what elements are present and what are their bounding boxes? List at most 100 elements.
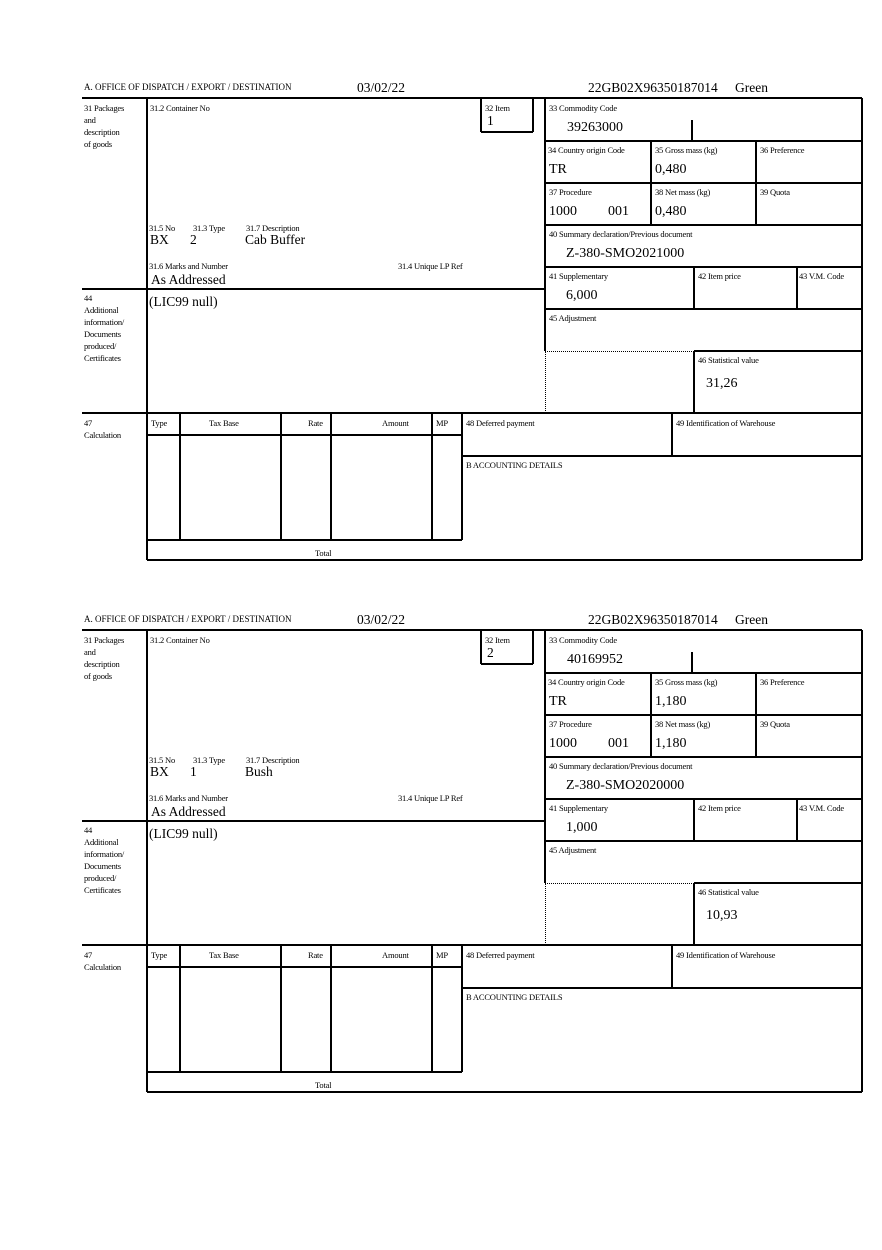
packages-label: of goods (84, 671, 112, 681)
summary-value: Z-380-SMO2021000 (566, 246, 685, 261)
statistical-value: 10,93 (706, 908, 738, 923)
deferred-payment-label: 48 Deferred payment (466, 418, 535, 428)
rule-line (545, 672, 862, 674)
accounting-label: B ACCOUNTING DETAILS (466, 992, 563, 1002)
deferred-payment-label: 48 Deferred payment (466, 950, 535, 960)
rule-line (693, 351, 695, 413)
additional-info-label: Additional (84, 305, 119, 315)
rule-line (671, 945, 673, 988)
calculation-label: 47 (84, 950, 93, 960)
rule-line (861, 630, 863, 1092)
item-number: 2 (487, 645, 494, 660)
route-status: Green (735, 80, 768, 95)
rule-line (691, 120, 693, 141)
additional-info-label: Certificates (84, 353, 121, 363)
dotted-rule (545, 883, 546, 945)
calc-column-header: Rate (308, 950, 323, 960)
packages-label: and (84, 647, 96, 657)
declaration-date: 03/02/22 (357, 80, 406, 95)
rule-line (480, 630, 482, 664)
package-kind: BX (150, 232, 169, 247)
rule-line (461, 945, 463, 1072)
packages-label: of goods (84, 139, 112, 149)
dotted-rule (545, 351, 546, 413)
net-mass-label: 38 Net mass (kg) (655, 187, 711, 197)
marks-label: 31.6 Marks and Number (149, 793, 228, 803)
item-block-2: A. OFFICE OF DISPATCH / EXPORT / DESTINA… (0, 532, 882, 1093)
rule-line (330, 945, 332, 1072)
office-heading: A. OFFICE OF DISPATCH / EXPORT / DESTINA… (84, 614, 292, 624)
statistical-label: 46 Statistical value (698, 355, 759, 365)
rule-line (462, 987, 862, 989)
total-label: Total (315, 548, 332, 558)
calc-column-header: Type (151, 950, 168, 960)
additional-info-label: Documents (84, 861, 121, 871)
marks-value: As Addressed (151, 804, 226, 819)
calc-column-header: Amount (382, 950, 409, 960)
rule-line (796, 267, 798, 309)
rule-line (147, 966, 462, 968)
rule-line (544, 98, 546, 351)
summary-label: 40 Summary declaration/Previous document (549, 761, 693, 771)
calculation-label: 47 (84, 418, 93, 428)
route-status: Green (735, 612, 768, 627)
supplementary-value: 6,000 (566, 288, 598, 303)
package-count: 2 (190, 232, 197, 247)
rule-line (694, 350, 862, 352)
rule-line (82, 629, 862, 631)
rule-line (280, 945, 282, 1072)
additional-info-label: 44 (84, 293, 93, 303)
additional-info-value: (LIC99 null) (149, 294, 218, 309)
procedure-label: 37 Procedure (549, 187, 592, 197)
item-label: 32 Item (485, 103, 510, 113)
additional-info-label: Documents (84, 329, 121, 339)
item-number: 1 (487, 113, 494, 128)
preference-label: 36 Preference (760, 677, 805, 687)
item-label: 32 Item (485, 635, 510, 645)
rule-line (545, 140, 862, 142)
gross-mass-label: 35 Gross mass (kg) (655, 677, 718, 687)
calc-column-header: MP (436, 418, 448, 428)
rule-line (532, 98, 534, 132)
rule-line (694, 882, 862, 884)
rule-line (650, 141, 652, 225)
statistical-value: 31,26 (706, 376, 738, 391)
item-price-label: 42 Item price (698, 803, 741, 813)
supplementary-label: 41 Supplementary (549, 271, 608, 281)
warehouse-label: 49 Identification of Warehouse (676, 418, 776, 428)
country-value: TR (549, 162, 567, 177)
net-mass-label: 38 Net mass (kg) (655, 719, 711, 729)
gross-mass-value: 0,480 (655, 162, 687, 177)
statistical-label: 46 Statistical value (698, 887, 759, 897)
commodity-label: 33 Commodity Code (549, 103, 617, 113)
additional-info-label: 44 (84, 825, 93, 835)
rule-line (545, 798, 862, 800)
calc-column-header: Amount (382, 418, 409, 428)
container-no-label: 31.2 Container No (150, 103, 210, 113)
calculation-label: Calculation (84, 962, 121, 972)
additional-info-label: information/ (84, 849, 125, 859)
country-value: TR (549, 694, 567, 709)
adjustment-label: 45 Adjustment (549, 313, 597, 323)
net-mass-value: 1,180 (655, 736, 687, 751)
mrn-number: 22GB02X96350187014 (588, 612, 718, 627)
accounting-label: B ACCOUNTING DETAILS (466, 460, 563, 470)
rule-line (861, 98, 863, 560)
preference-label: 36 Preference (760, 145, 805, 155)
rule-line (545, 182, 862, 184)
rule-line (82, 288, 545, 290)
package-kind: BX (150, 764, 169, 779)
rule-line (146, 98, 148, 560)
procedure-additional: 001 (608, 204, 629, 219)
rule-line (147, 539, 462, 541)
procedure-additional: 001 (608, 736, 629, 751)
total-label: Total (315, 1080, 332, 1090)
declaration-date: 03/02/22 (357, 612, 406, 627)
rule-line (82, 820, 545, 822)
rule-line (545, 308, 862, 310)
additional-info-value: (LIC99 null) (149, 826, 218, 841)
office-heading: A. OFFICE OF DISPATCH / EXPORT / DESTINA… (84, 82, 292, 92)
rule-line (693, 267, 695, 309)
rule-line (179, 413, 181, 540)
rule-line (545, 714, 862, 716)
